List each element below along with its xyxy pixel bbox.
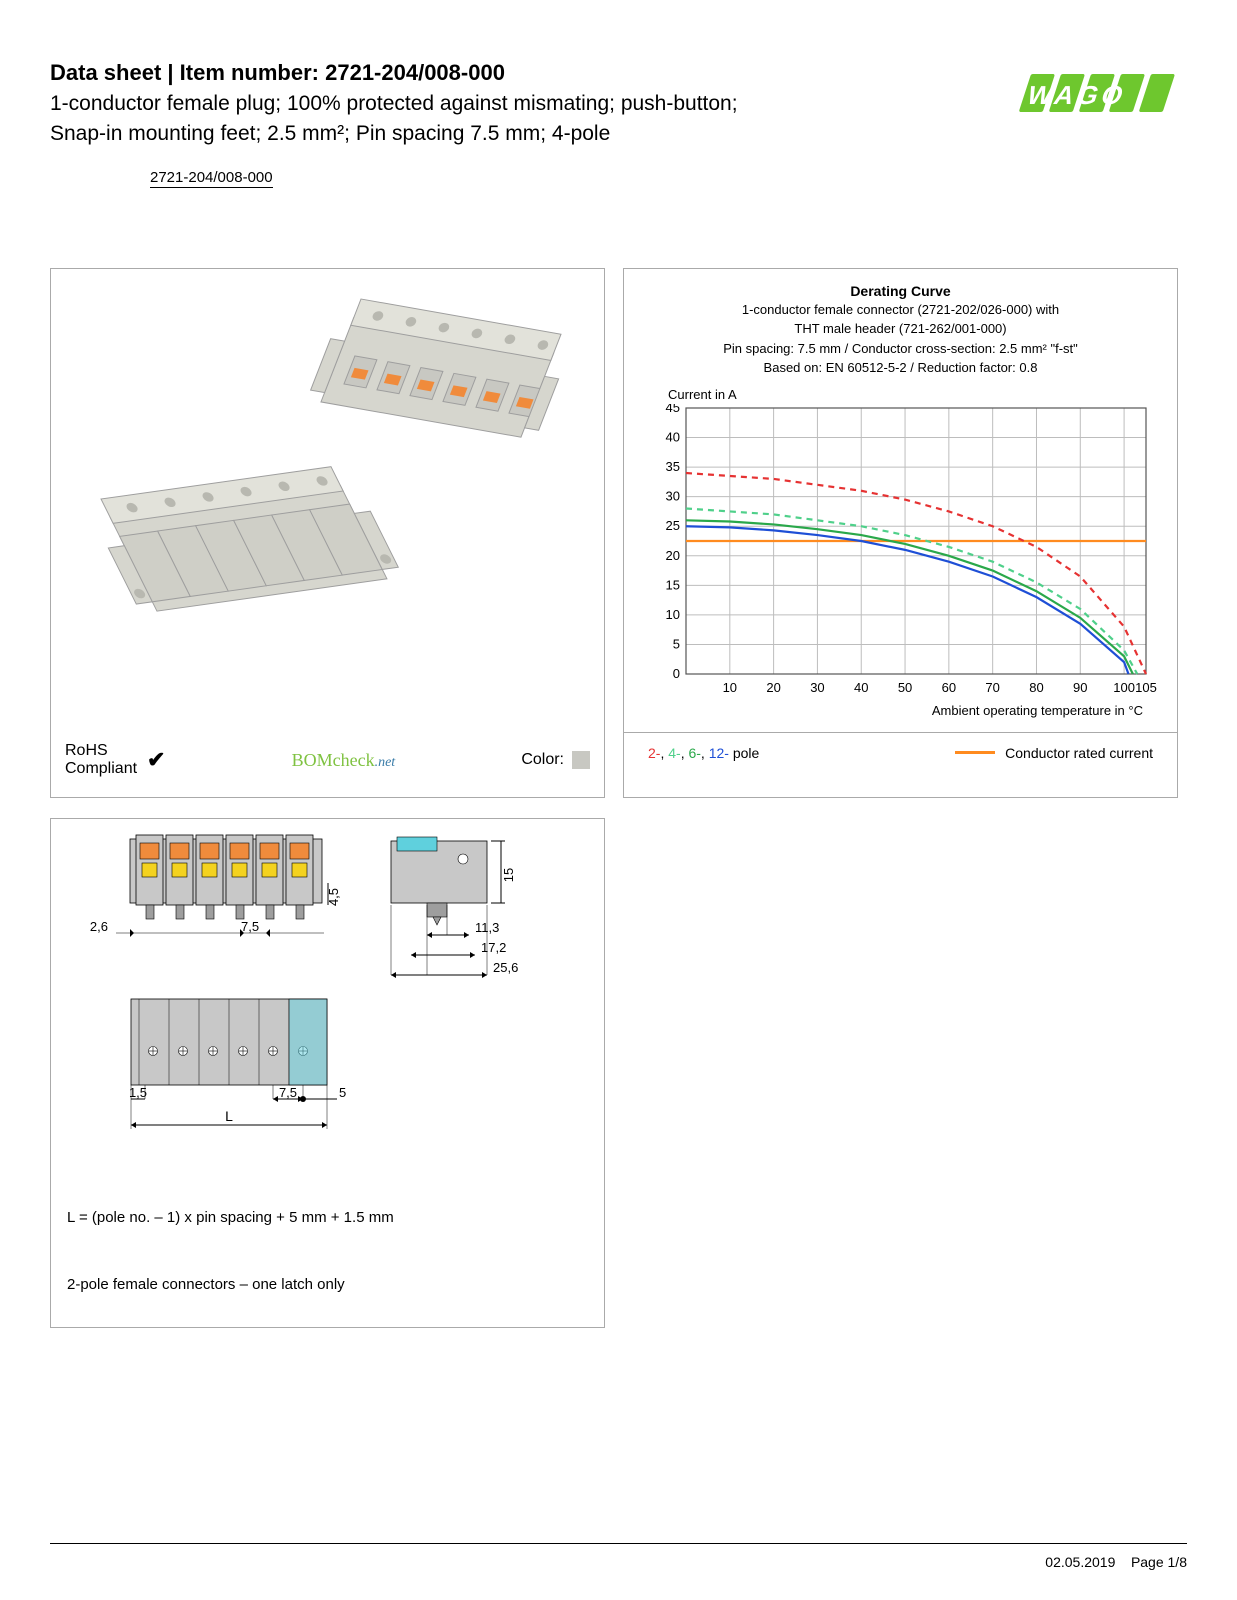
color-swatch — [572, 751, 590, 769]
svg-text:105: 105 — [1135, 680, 1157, 695]
svg-text:100: 100 — [1113, 680, 1135, 695]
footer-page: Page 1/8 — [1131, 1554, 1187, 1570]
svg-text:11,3: 11,3 — [475, 920, 499, 935]
derating-chart-panel: Derating Curve 1-conductor female connec… — [623, 268, 1178, 798]
svg-text:60: 60 — [942, 680, 956, 695]
svg-text:70: 70 — [985, 680, 999, 695]
rated-current-label: Conductor rated current — [1005, 745, 1153, 761]
svg-text:17,2: 17,2 — [481, 940, 506, 955]
svg-text:20: 20 — [666, 548, 680, 563]
svg-text:15: 15 — [501, 867, 516, 881]
footer-date: 02.05.2019 — [1045, 1554, 1115, 1570]
rohs-label-2: Compliant — [65, 760, 137, 778]
svg-text:7,5: 7,5 — [241, 919, 259, 934]
svg-text:0: 0 — [673, 666, 680, 681]
svg-text:40: 40 — [666, 429, 680, 444]
svg-text:30: 30 — [666, 489, 680, 504]
svg-text:5: 5 — [339, 1085, 346, 1100]
rohs-label-1: RoHS — [65, 742, 137, 760]
svg-text:5: 5 — [673, 636, 680, 651]
svg-text:25: 25 — [666, 518, 680, 533]
svg-text:80: 80 — [1029, 680, 1043, 695]
subtitle-line-1: 1-conductor female plug; 100% protected … — [50, 90, 1007, 118]
svg-text:45: 45 — [666, 404, 680, 415]
chart-subtitle-2: THT male header (721-262/001-000) — [638, 320, 1163, 338]
technical-drawing-panel: 4,5 2,6 7,5 15 11,3 17,2 25,6 1,5 7,5 5 L L = (pol… — [50, 818, 605, 1328]
svg-text:20: 20 — [766, 680, 780, 695]
rohs-compliant-badge: RoHS Compliant ✔ — [65, 742, 165, 779]
drawing-formula: L = (pole no. – 1) x pin spacing + 5 mm … — [67, 1209, 594, 1226]
svg-text:L: L — [225, 1108, 233, 1124]
svg-text:2,6: 2,6 — [90, 919, 108, 934]
svg-text:40: 40 — [854, 680, 868, 695]
subtitle-line-2: Snap-in mounting feet; 2.5 mm²; Pin spac… — [50, 120, 1007, 148]
svg-text:10: 10 — [666, 607, 680, 622]
technical-drawing: 4,5 2,6 7,5 15 11,3 17,2 25,6 1,5 7,5 5 L — [61, 829, 596, 1179]
derating-chart: 0 5 10 15 20 25 30 35 40 45 10 20 30 40 50 60 70 80 90 1001… — [648, 404, 1168, 699]
color-indicator: Color: — [521, 751, 590, 769]
chart-subtitle-1: 1-conductor female connector (2721-202/0… — [638, 301, 1163, 319]
svg-text:30: 30 — [810, 680, 824, 695]
page-title: Data sheet | Item number: 2721-204/008-0… — [50, 60, 1007, 86]
svg-text:90: 90 — [1073, 680, 1087, 695]
svg-text:4,5: 4,5 — [326, 888, 341, 906]
product-image-panel: RoHS Compliant ✔ BOMcheck.net Color: — [50, 268, 605, 798]
page-footer: 02.05.2019 Page 1/8 — [1045, 1554, 1187, 1570]
wago-logo: WAGO — [1007, 68, 1187, 118]
footer-divider — [50, 1543, 1187, 1544]
svg-text:WAGO: WAGO — [1023, 81, 1131, 110]
bomcheck-logo: BOMcheck.net — [292, 750, 396, 771]
chart-x-axis-label: Ambient operating temperature in °C — [638, 703, 1143, 718]
product-render — [61, 279, 596, 689]
chart-subtitle-4: Based on: EN 60512-5-2 / Reduction facto… — [638, 359, 1163, 377]
svg-text:7,5: 7,5 — [279, 1085, 297, 1100]
chart-title: Derating Curve — [638, 283, 1163, 299]
check-icon: ✔ — [147, 747, 165, 773]
rated-current-line-icon — [955, 751, 995, 754]
chart-subtitle-3: Pin spacing: 7.5 mm / Conductor cross-se… — [638, 340, 1163, 358]
svg-text:15: 15 — [666, 577, 680, 592]
item-number-link[interactable]: 2721-204/008-000 — [150, 169, 273, 188]
color-label: Color: — [521, 751, 564, 769]
drawing-note: 2-pole female connectors – one latch onl… — [67, 1276, 594, 1293]
chart-legend: 2-, 4-, 6-, 12- pole Conductor rated cur… — [638, 733, 1163, 765]
header: Data sheet | Item number: 2721-204/008-0… — [50, 60, 1187, 151]
svg-text:25,6: 25,6 — [493, 960, 518, 975]
chart-y-axis-label: Current in A — [668, 387, 1163, 402]
svg-text:1,5: 1,5 — [129, 1085, 147, 1100]
svg-text:10: 10 — [723, 680, 737, 695]
svg-text:35: 35 — [666, 459, 680, 474]
svg-text:50: 50 — [898, 680, 912, 695]
